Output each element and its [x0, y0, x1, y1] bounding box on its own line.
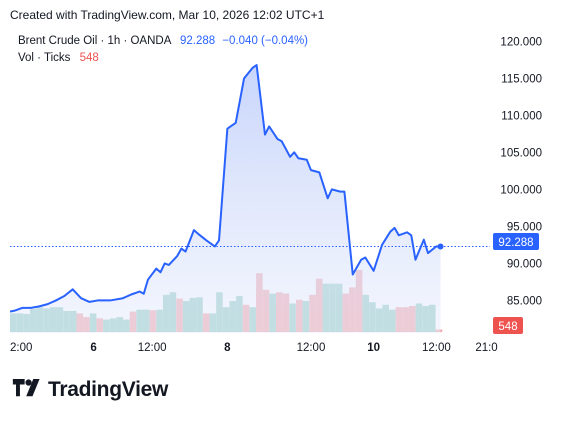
y-tick-label: 95.000	[507, 221, 542, 233]
y-tick-label: 120.000	[500, 36, 542, 48]
x-tick-label: 10	[367, 342, 380, 354]
price-badge-bg	[493, 233, 539, 250]
x-tick-label: 21:0	[475, 342, 497, 354]
x-tick-label: 8	[224, 342, 231, 354]
volume-badge-bg	[493, 317, 523, 334]
price-area-fill	[10, 65, 441, 333]
legend-volume-label: Vol · Ticks	[18, 52, 71, 64]
last-price-point	[437, 243, 444, 250]
y-tick-label: 105.000	[500, 147, 542, 159]
y-tick-label: 85.000	[507, 295, 542, 307]
tradingview-logo-icon	[12, 379, 40, 397]
y-tick-label: 100.000	[500, 184, 542, 196]
price-area	[10, 65, 441, 333]
legend-volume-value: 548	[79, 52, 99, 64]
legend-last-value: 92.288	[179, 35, 216, 47]
created-with-header: Created with TradingView.com, Mar 10, 20…	[10, 8, 325, 22]
x-tick-label: 12:00	[138, 342, 167, 354]
y-tick-label: 90.000	[507, 258, 542, 270]
x-tick-label: 6	[90, 342, 96, 354]
price-line	[10, 64, 490, 313]
x-tick-label: 2:00	[10, 342, 32, 354]
x-tick-label: 12:00	[297, 342, 326, 354]
y-tick-label: 115.000	[501, 73, 542, 85]
price-series-line	[10, 64, 441, 313]
price-badge-text: 92.288	[498, 237, 533, 249]
tradingview-wordmark: TradingView	[48, 378, 169, 401]
tradingview-brand[interactable]: TradingView	[12, 378, 168, 402]
legend-symbol: Brent Crude Oil · 1h · OANDA	[18, 35, 171, 47]
y-tick-label: 110.000	[501, 110, 542, 122]
volume-badge-text: 548	[498, 321, 517, 333]
legend-volume-row: Vol · Ticks 548	[18, 52, 99, 64]
legend-change: −0.040 (−0.04%)	[222, 35, 309, 47]
legend-symbol-row: Brent Crude Oil · 1h · OANDA 92.288 −0.0…	[18, 35, 308, 47]
x-axis: 2:00 6 12:00 8 12:00 10 12:00 21:0	[10, 342, 498, 354]
y-axis: 120.000 115.000 110.000 105.000 100.000 95.00…	[500, 36, 542, 307]
x-tick-label: 12:00	[422, 342, 451, 354]
